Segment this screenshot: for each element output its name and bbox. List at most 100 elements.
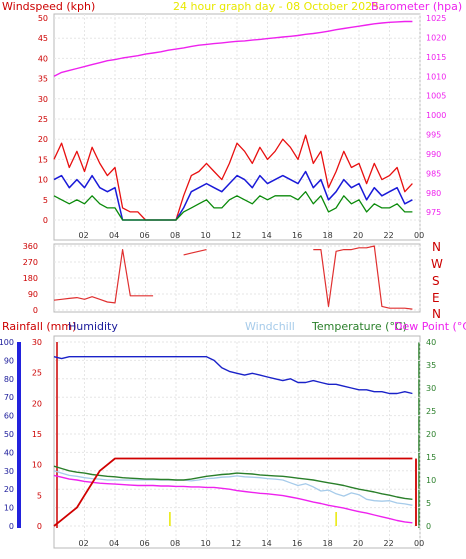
wind-xtick-label: 04 bbox=[109, 231, 119, 240]
wind-panel-series bbox=[53, 20, 413, 221]
barometer-tick-label: 980 bbox=[426, 189, 441, 198]
wind-xtick-label: 18 bbox=[323, 231, 333, 240]
direction-tick-label: 0 bbox=[33, 306, 38, 315]
windspeed-tick-label: 5 bbox=[43, 196, 48, 205]
climate-xtick-label: 18 bbox=[323, 539, 333, 548]
compass-letter-n-top: N bbox=[432, 240, 441, 254]
windspeed-tick-label: 45 bbox=[38, 34, 48, 43]
windspeed-tick-label: 20 bbox=[38, 135, 48, 144]
rainfall-tick-label: 30 bbox=[32, 338, 42, 347]
wind-xtick-label: 08 bbox=[170, 231, 180, 240]
humidity-tick-label: 80 bbox=[4, 375, 14, 384]
wind-xtick-label: 00 bbox=[414, 231, 424, 240]
series-lull-line bbox=[53, 191, 413, 221]
wind-panel-grid bbox=[54, 14, 421, 240]
rainfall-tick-label: 0 bbox=[37, 522, 42, 531]
humidity-tick-label: 30 bbox=[4, 467, 14, 476]
temperature-tick-label: 20 bbox=[426, 430, 436, 439]
direction-tick-label: 180 bbox=[23, 274, 38, 283]
series-barometer-line bbox=[53, 20, 413, 77]
windspeed-tick-label: 50 bbox=[38, 14, 48, 23]
wind-panel-ticks: 02 04 06 08 10 12 14 16 18 20 22 000510152025303540… bbox=[38, 14, 447, 240]
humidity-tick-label: 10 bbox=[4, 504, 14, 513]
series-direction-line-2 bbox=[313, 245, 413, 310]
series-rainfall-line bbox=[53, 457, 413, 527]
rainfall-tick-label: 10 bbox=[32, 461, 42, 470]
barometer-tick-label: 1005 bbox=[426, 92, 446, 101]
windspeed-label: Windspeed (kph) bbox=[2, 0, 95, 13]
compass-letters: N W S E N bbox=[431, 240, 443, 321]
direction-panel-series bbox=[53, 245, 413, 310]
barometer-tick-label: 985 bbox=[426, 169, 441, 178]
series-temperature-line bbox=[53, 465, 413, 500]
temperature-tick-label: 30 bbox=[426, 384, 436, 393]
barometer-tick-label: 1015 bbox=[426, 53, 446, 62]
compass-letter-e: E bbox=[432, 291, 440, 305]
climate-xtick-label: 06 bbox=[140, 539, 150, 548]
climate-xtick-label: 22 bbox=[384, 539, 394, 548]
compass-letter-n-bottom: N bbox=[432, 307, 441, 321]
humidity-tick-label: 20 bbox=[4, 485, 14, 494]
humidity-tick-label: 90 bbox=[4, 356, 14, 365]
temperature-tick-label: 40 bbox=[426, 338, 436, 347]
barometer-tick-label: 995 bbox=[426, 131, 441, 140]
compass-letter-s: S bbox=[432, 274, 440, 288]
barometer-tick-label: 990 bbox=[426, 150, 441, 159]
barometer-tick-label: 1010 bbox=[426, 72, 446, 81]
series-dew-point-line bbox=[53, 474, 413, 524]
climate-xtick-label: 10 bbox=[201, 539, 211, 548]
temperature-tick-label: 25 bbox=[426, 407, 436, 416]
direction-tick-label: 360 bbox=[23, 242, 38, 251]
wind-xtick-label: 10 bbox=[201, 231, 211, 240]
climate-xtick-label: 12 bbox=[231, 539, 241, 548]
climate-xtick-label: 16 bbox=[292, 539, 302, 548]
temperature-tick-label: 35 bbox=[426, 361, 436, 370]
windspeed-tick-label: 35 bbox=[38, 75, 48, 84]
barometer-label: Barometer (hpa) bbox=[371, 0, 462, 13]
humidity-tick-label: 70 bbox=[4, 393, 14, 402]
climate-xtick-label: 02 bbox=[79, 539, 89, 548]
rainfall-tick-label: 25 bbox=[32, 369, 42, 378]
windchill-label: Windchill bbox=[245, 320, 295, 333]
humidity-tick-label: 100 bbox=[0, 338, 14, 347]
climate-xtick-label: 14 bbox=[262, 539, 272, 548]
climate-xtick-label: 20 bbox=[353, 539, 363, 548]
windspeed-tick-label: 25 bbox=[38, 115, 48, 124]
direction-panel-ticks: 0 90 180 270 360 bbox=[23, 242, 38, 315]
wind-xtick-label: 06 bbox=[140, 231, 150, 240]
rainfall-label: Rainfall (mm) bbox=[2, 320, 76, 333]
windspeed-tick-label: 0 bbox=[43, 216, 48, 225]
climate-panel-ticks: 02 04 06 08 10 12 14 16 18 20 22 000102030405060708… bbox=[0, 338, 436, 548]
temperature-label: Temperature (°C) bbox=[311, 320, 407, 333]
barometer-tick-label: 1020 bbox=[426, 33, 446, 42]
wind-xtick-label: 12 bbox=[231, 231, 241, 240]
humidity-tick-label: 40 bbox=[4, 448, 14, 457]
wind-xtick-label: 20 bbox=[353, 231, 363, 240]
windspeed-tick-label: 40 bbox=[38, 54, 48, 63]
climate-xtick-label: 00 bbox=[414, 539, 424, 548]
temperature-tick-label: 5 bbox=[426, 499, 431, 508]
compass-letter-w: W bbox=[431, 257, 443, 271]
humidity-tick-label: 50 bbox=[4, 430, 14, 439]
series-direction-line-1 bbox=[183, 249, 207, 256]
barometer-tick-label: 975 bbox=[426, 208, 441, 217]
wind-xtick-label: 22 bbox=[384, 231, 394, 240]
windspeed-tick-label: 30 bbox=[38, 95, 48, 104]
rainfall-tick-label: 20 bbox=[32, 399, 42, 408]
humidity-tick-label: 0 bbox=[9, 522, 14, 531]
humidity-label: Humidity bbox=[68, 320, 118, 333]
barometer-tick-label: 1000 bbox=[426, 111, 446, 120]
dewpoint-label: Dew Point (°C) bbox=[394, 320, 466, 333]
wind-xtick-label: 16 bbox=[292, 231, 302, 240]
rainfall-tick-label: 15 bbox=[32, 430, 42, 439]
direction-tick-label: 270 bbox=[23, 258, 38, 267]
barometer-tick-label: 1025 bbox=[426, 14, 446, 23]
rainfall-tick-label: 5 bbox=[37, 491, 42, 500]
temperature-tick-label: 10 bbox=[426, 476, 436, 485]
windspeed-tick-label: 10 bbox=[38, 176, 48, 185]
climate-xtick-label: 08 bbox=[170, 539, 180, 548]
direction-panel-grid bbox=[54, 245, 421, 311]
climate-xtick-label: 04 bbox=[109, 539, 119, 548]
